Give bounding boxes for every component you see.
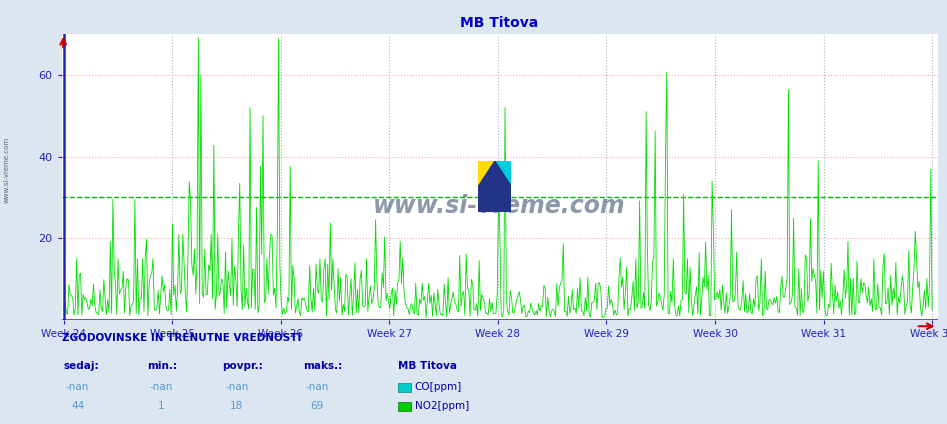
Text: -nan: -nan	[150, 382, 172, 392]
Text: 1: 1	[158, 401, 164, 411]
Polygon shape	[478, 161, 511, 212]
Text: ZGODOVINSKE IN TRENUTNE VREDNOSTI: ZGODOVINSKE IN TRENUTNE VREDNOSTI	[62, 333, 301, 343]
Text: www.si-vreme.com: www.si-vreme.com	[373, 194, 626, 218]
Text: CO[ppm]: CO[ppm]	[415, 382, 462, 392]
Text: -nan: -nan	[66, 382, 89, 392]
Text: -nan: -nan	[306, 382, 329, 392]
Text: -nan: -nan	[225, 382, 248, 392]
Title: MB Titova: MB Titova	[460, 16, 539, 30]
Text: 44: 44	[71, 401, 84, 411]
Polygon shape	[495, 161, 511, 187]
Text: NO2[ppm]: NO2[ppm]	[415, 401, 469, 411]
Text: maks.:: maks.:	[303, 361, 342, 371]
Text: povpr.:: povpr.:	[223, 361, 263, 371]
Text: min.:: min.:	[147, 361, 177, 371]
Text: 69: 69	[311, 401, 324, 411]
Text: 18: 18	[230, 401, 243, 411]
Text: MB Titova: MB Titova	[398, 361, 456, 371]
Polygon shape	[478, 161, 495, 187]
Text: sedaj:: sedaj:	[63, 361, 99, 371]
Text: www.si-vreme.com: www.si-vreme.com	[4, 137, 9, 203]
